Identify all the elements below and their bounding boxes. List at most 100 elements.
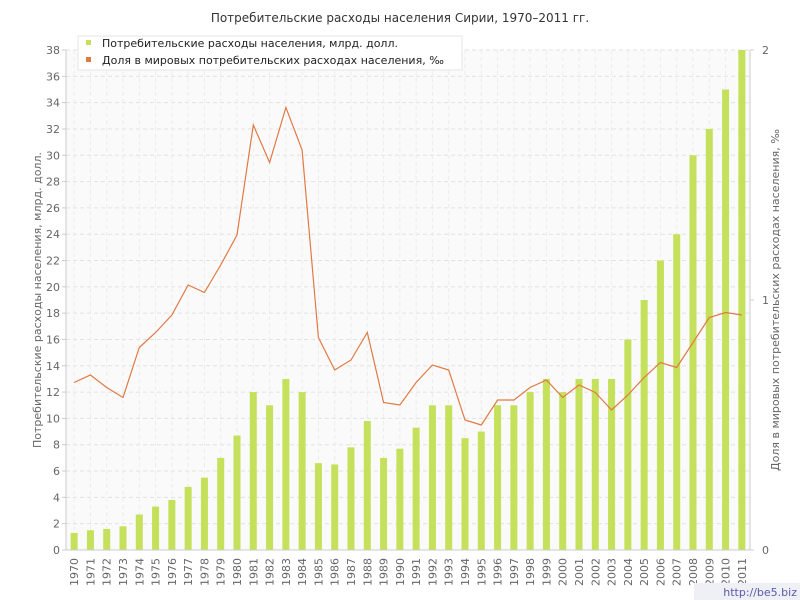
y-tick-label-left: 26 [46,202,60,215]
bar [396,448,404,550]
x-tick-label: 1994 [459,558,472,586]
bar [477,431,485,550]
x-tick-label: 1999 [540,558,553,586]
bar [347,447,355,550]
x-tick-label: 1979 [215,558,228,586]
watermark-background [694,583,800,600]
x-tick-label: 1997 [508,558,521,586]
bar [298,392,306,550]
y-tick-label-left: 14 [46,360,60,373]
y-tick-label-left: 8 [53,439,60,452]
x-tick-label: 2011 [736,558,749,586]
x-tick-label: 1995 [475,558,488,586]
x-tick-label: 1987 [345,558,358,586]
bar-series [70,50,746,551]
legend-box [77,35,463,71]
bar [510,405,518,550]
bar [331,464,339,550]
bar [608,378,616,550]
x-tick-label: 1996 [492,558,505,586]
y-tick-label-right: 2 [762,44,769,57]
bar [526,392,534,550]
x-tick-label: 2006 [654,558,667,586]
line-series [73,105,742,426]
bar [722,89,730,550]
y-tick-label-left: 34 [46,97,60,110]
y-tick-label-right: 0 [762,544,769,557]
x-tick-label: 1993 [443,558,456,586]
y-tick-label-left: 0 [53,544,60,557]
y-tick-label-left: 28 [46,176,60,189]
x-tick-label: 1978 [198,558,211,586]
x-tick-label: 1986 [329,558,342,586]
x-tick-label: 1985 [312,558,325,586]
bar [494,405,502,550]
legend-label-bars: Потребительские расходы населения, млрд.… [102,37,398,50]
bar [217,457,225,550]
y-tick-label-left: 30 [46,149,60,162]
bar [461,438,469,550]
bar [542,378,550,550]
x-tick-label: 1998 [524,558,537,586]
x-tick-label: 1971 [84,558,97,586]
watermark: http://be5.biz [723,586,797,599]
line-path [73,105,742,426]
x-tick-label: 2009 [703,558,716,586]
x-tick-label: 1976 [166,558,179,586]
x-tick-label: 1980 [231,558,244,586]
y-tick-label-left: 32 [46,123,60,136]
y-tick-label-left: 38 [46,44,60,57]
bar [738,50,746,550]
x-tick-label: 1992 [426,558,439,586]
x-axis-ticks: 1970 1971 1972 1973 1974 1975 1976 1977 1978 1979… [68,558,749,586]
x-tick-label: 1973 [117,558,130,586]
x-tick-label: 1970 [68,558,81,586]
y-tick-label-left: 36 [46,70,60,83]
bar [200,477,208,550]
legend-swatch-bars [86,40,91,45]
x-tick-label: 2002 [589,558,602,586]
legend-swatch-line [86,57,91,62]
x-tick-label: 1981 [247,558,260,586]
bar [673,234,681,551]
bar [380,457,388,550]
y-tick-label-left: 12 [46,386,60,399]
bar [705,128,713,550]
y-tick-label-left: 18 [46,307,60,320]
y-tick-label-right: 1 [762,294,769,307]
chart-title: Потребительские расходы населения Сирии,… [211,11,589,25]
y-tick-label-left: 24 [46,228,60,241]
x-tick-label: 1974 [133,558,146,586]
legend-label-line: Доля в мировых потребительских расходах … [102,54,444,67]
x-tick-label: 1990 [394,558,407,586]
bar [575,378,583,550]
x-tick-label: 1977 [182,558,195,586]
bar [314,463,322,550]
x-tick-label: 2007 [671,558,684,586]
y-axis-right-title: Доля в мировых потребительских расходах … [769,129,782,471]
x-tick-label: 1991 [410,558,423,586]
x-tick-label: 2008 [687,558,700,586]
y-tick-label-left: 2 [53,518,60,531]
bar [168,500,176,550]
bar [135,514,143,550]
x-tick-label: 2000 [557,558,570,586]
legend: Потребительские расходы населения, млрд.… [77,35,463,71]
x-tick-label: 2001 [573,558,586,586]
bar [152,506,160,550]
bar [559,392,567,550]
bar [86,530,94,550]
bar [689,155,697,550]
bar [249,392,257,550]
bar [119,526,127,550]
bar [184,486,192,550]
x-tick-label: 2003 [606,558,619,586]
x-tick-label: 1972 [101,558,114,586]
x-tick-label: 1983 [280,558,293,586]
x-tick-label: 2010 [720,558,733,586]
bar [363,421,371,550]
y-axis-right-ticks: 0 1 2 [750,44,769,557]
bar [266,405,274,550]
